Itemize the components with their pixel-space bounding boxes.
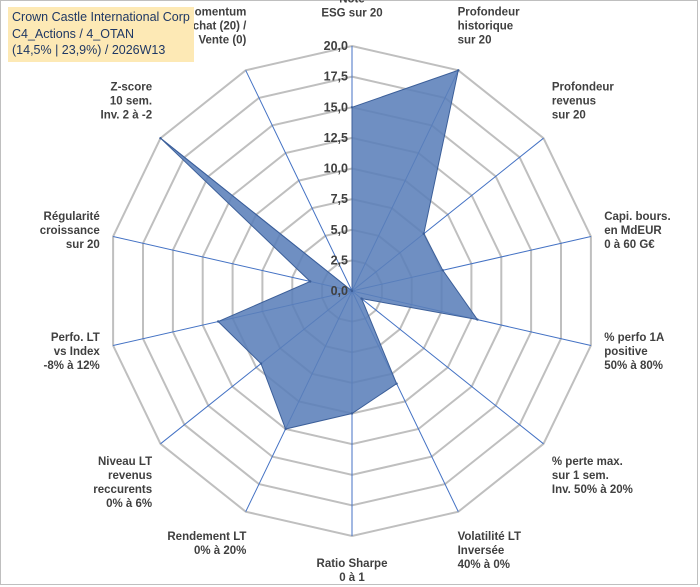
tick-label: 10,0 [324, 162, 348, 176]
tick-label: 17,5 [324, 70, 348, 84]
category-label: Ratio Sharpe 0 à 1 [317, 558, 388, 584]
category-label: Niveau LT revenus reccurents 0% à 6% [93, 456, 152, 510]
axis-spoke [351, 290, 544, 445]
tick-label: 15,0 [324, 100, 348, 114]
chart-title-box: Crown Castle International Corp C4_Actio… [8, 7, 194, 62]
series-area [160, 69, 479, 430]
radar-series [159, 69, 479, 431]
data-point [350, 412, 354, 415]
tick-label: 7,5 [331, 192, 348, 206]
tick-label: 5,0 [331, 223, 348, 237]
category-label: Capi. bours. en MdEUR 0 à 60 G€ [604, 211, 670, 251]
data-point [350, 289, 354, 293]
tick-label: 0,0 [331, 284, 348, 298]
data-point [159, 137, 162, 140]
category-label: Profondeur historique sur 20 [458, 6, 520, 46]
category-label: NoteESG sur 20 [321, 0, 382, 20]
category-label: Volatilité LT Inversée 40% à 0% [458, 531, 521, 571]
chart-subtitle-category: C4_Actions / 4_OTAN [12, 26, 135, 41]
category-label: Rendement LT 0% à 20% [167, 531, 246, 557]
category-label: Profondeur revenus sur 20 [552, 82, 614, 122]
data-point [476, 318, 479, 321]
data-point [309, 280, 312, 283]
axis-spoke [245, 70, 353, 292]
tick-label: 2,5 [331, 253, 348, 267]
data-point [259, 362, 263, 365]
radial-tick-labels: 0,0 2,5 5,0 7,5 10,0 12,5 15,0 17,5 20,0 [324, 39, 348, 298]
data-point [217, 320, 220, 323]
category-label: Momentum Achat (20) / Vente (0) [184, 6, 247, 46]
data-point [350, 106, 354, 109]
data-point [284, 427, 287, 431]
chart-subtitle-stats: (14,5% | 23,9%) / 2026W13 [12, 43, 166, 57]
category-label: % perfo 1A positive 50% à 80% [604, 332, 664, 372]
data-point [395, 382, 398, 385]
data-point [360, 297, 363, 300]
data-point [457, 69, 460, 72]
chart-title: Crown Castle International Corp [12, 10, 190, 24]
data-point [422, 232, 425, 235]
category-label: Perfo. LT vs Index -8% à 12% [44, 332, 101, 372]
category-label: Régularité croissance sur 20 [40, 211, 100, 251]
category-label: % perte max. sur 1 sem. Inv. 50% à 20% [552, 456, 633, 496]
tick-label: 12,5 [324, 131, 348, 145]
category-label: Z-score 10 sem. Inv. 2 à -2 [101, 82, 153, 122]
tick-label: 20,0 [324, 39, 348, 53]
data-point [441, 269, 444, 272]
